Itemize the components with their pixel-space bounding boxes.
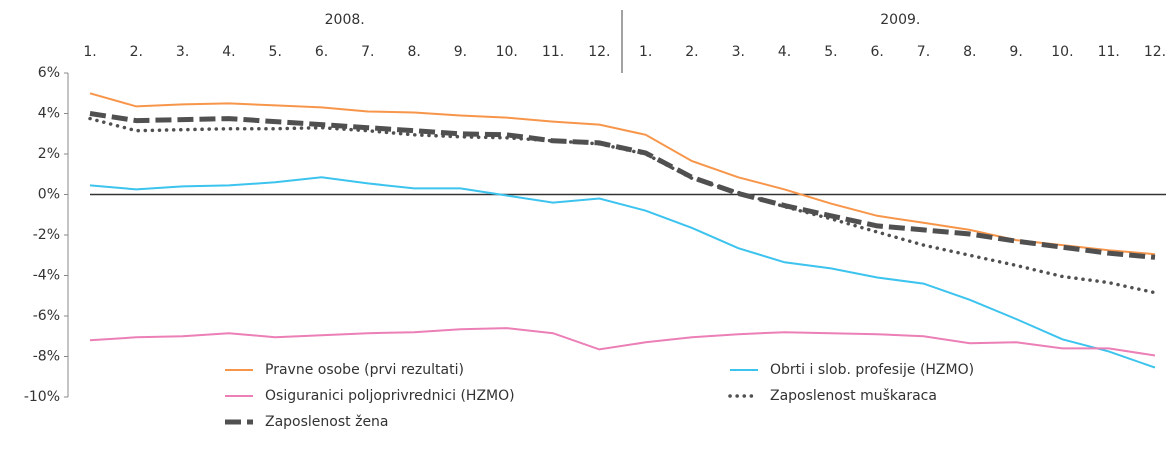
- legend-label: Obrti i slob. profesije (HZMO): [770, 362, 974, 378]
- y-tick-label: -6%: [33, 308, 60, 324]
- x-tick-label: 2.: [130, 44, 143, 60]
- y-tick-label: -10%: [24, 389, 60, 405]
- y-tick-label: 4%: [38, 106, 60, 122]
- y-tick-label: 2%: [38, 146, 60, 162]
- x-tick-label: 4.: [778, 44, 791, 60]
- x-tick-label: 11.: [542, 44, 564, 60]
- legend-label: Osiguranici poljoprivrednici (HZMO): [265, 388, 515, 404]
- x-tick-label: 10.: [1051, 44, 1073, 60]
- y-tick-label: 0%: [38, 187, 60, 203]
- x-tick-label: 7.: [917, 44, 930, 60]
- x-tick-label: 9.: [1009, 44, 1022, 60]
- y-tick-label: -2%: [33, 227, 60, 243]
- y-tick-label: -4%: [33, 268, 60, 284]
- x-tick-label: 1.: [83, 44, 96, 60]
- legend-label: Zaposlenost žena: [265, 414, 389, 430]
- x-tick-label: 11.: [1098, 44, 1120, 60]
- x-tick-label: 3.: [732, 44, 745, 60]
- x-tick-label: 2.: [685, 44, 698, 60]
- legend-label: Zaposlenost muškaraca: [770, 388, 937, 404]
- x-tick-label: 4.: [222, 44, 235, 60]
- y-tick-label: 6%: [38, 65, 60, 81]
- x-tick-label: 8.: [963, 44, 976, 60]
- year-label: 2009.: [880, 12, 920, 28]
- series-line: [89, 111, 1156, 260]
- x-tick-label: 12.: [1144, 44, 1166, 60]
- y-tick-label: -8%: [33, 349, 60, 365]
- x-tick-label: 8.: [407, 44, 420, 60]
- x-tick-label: 1.: [639, 44, 652, 60]
- x-tick-label: 10.: [496, 44, 518, 60]
- x-tick-label: 6.: [870, 44, 883, 60]
- x-tick-label: 9.: [454, 44, 467, 60]
- x-tick-label: 3.: [176, 44, 189, 60]
- x-tick-label: 5.: [824, 44, 837, 60]
- legend-label: Pravne osobe (prvi rezultati): [265, 362, 464, 378]
- series-line: [89, 327, 1156, 357]
- year-label: 2008.: [325, 12, 365, 28]
- x-tick-label: 7.: [361, 44, 374, 60]
- series-line: [88, 116, 1157, 295]
- series-line: [89, 92, 1156, 256]
- x-tick-label: 5.: [269, 44, 282, 60]
- x-tick-label: 12.: [588, 44, 610, 60]
- series-line: [89, 176, 1156, 369]
- x-tick-label: 6.: [315, 44, 328, 60]
